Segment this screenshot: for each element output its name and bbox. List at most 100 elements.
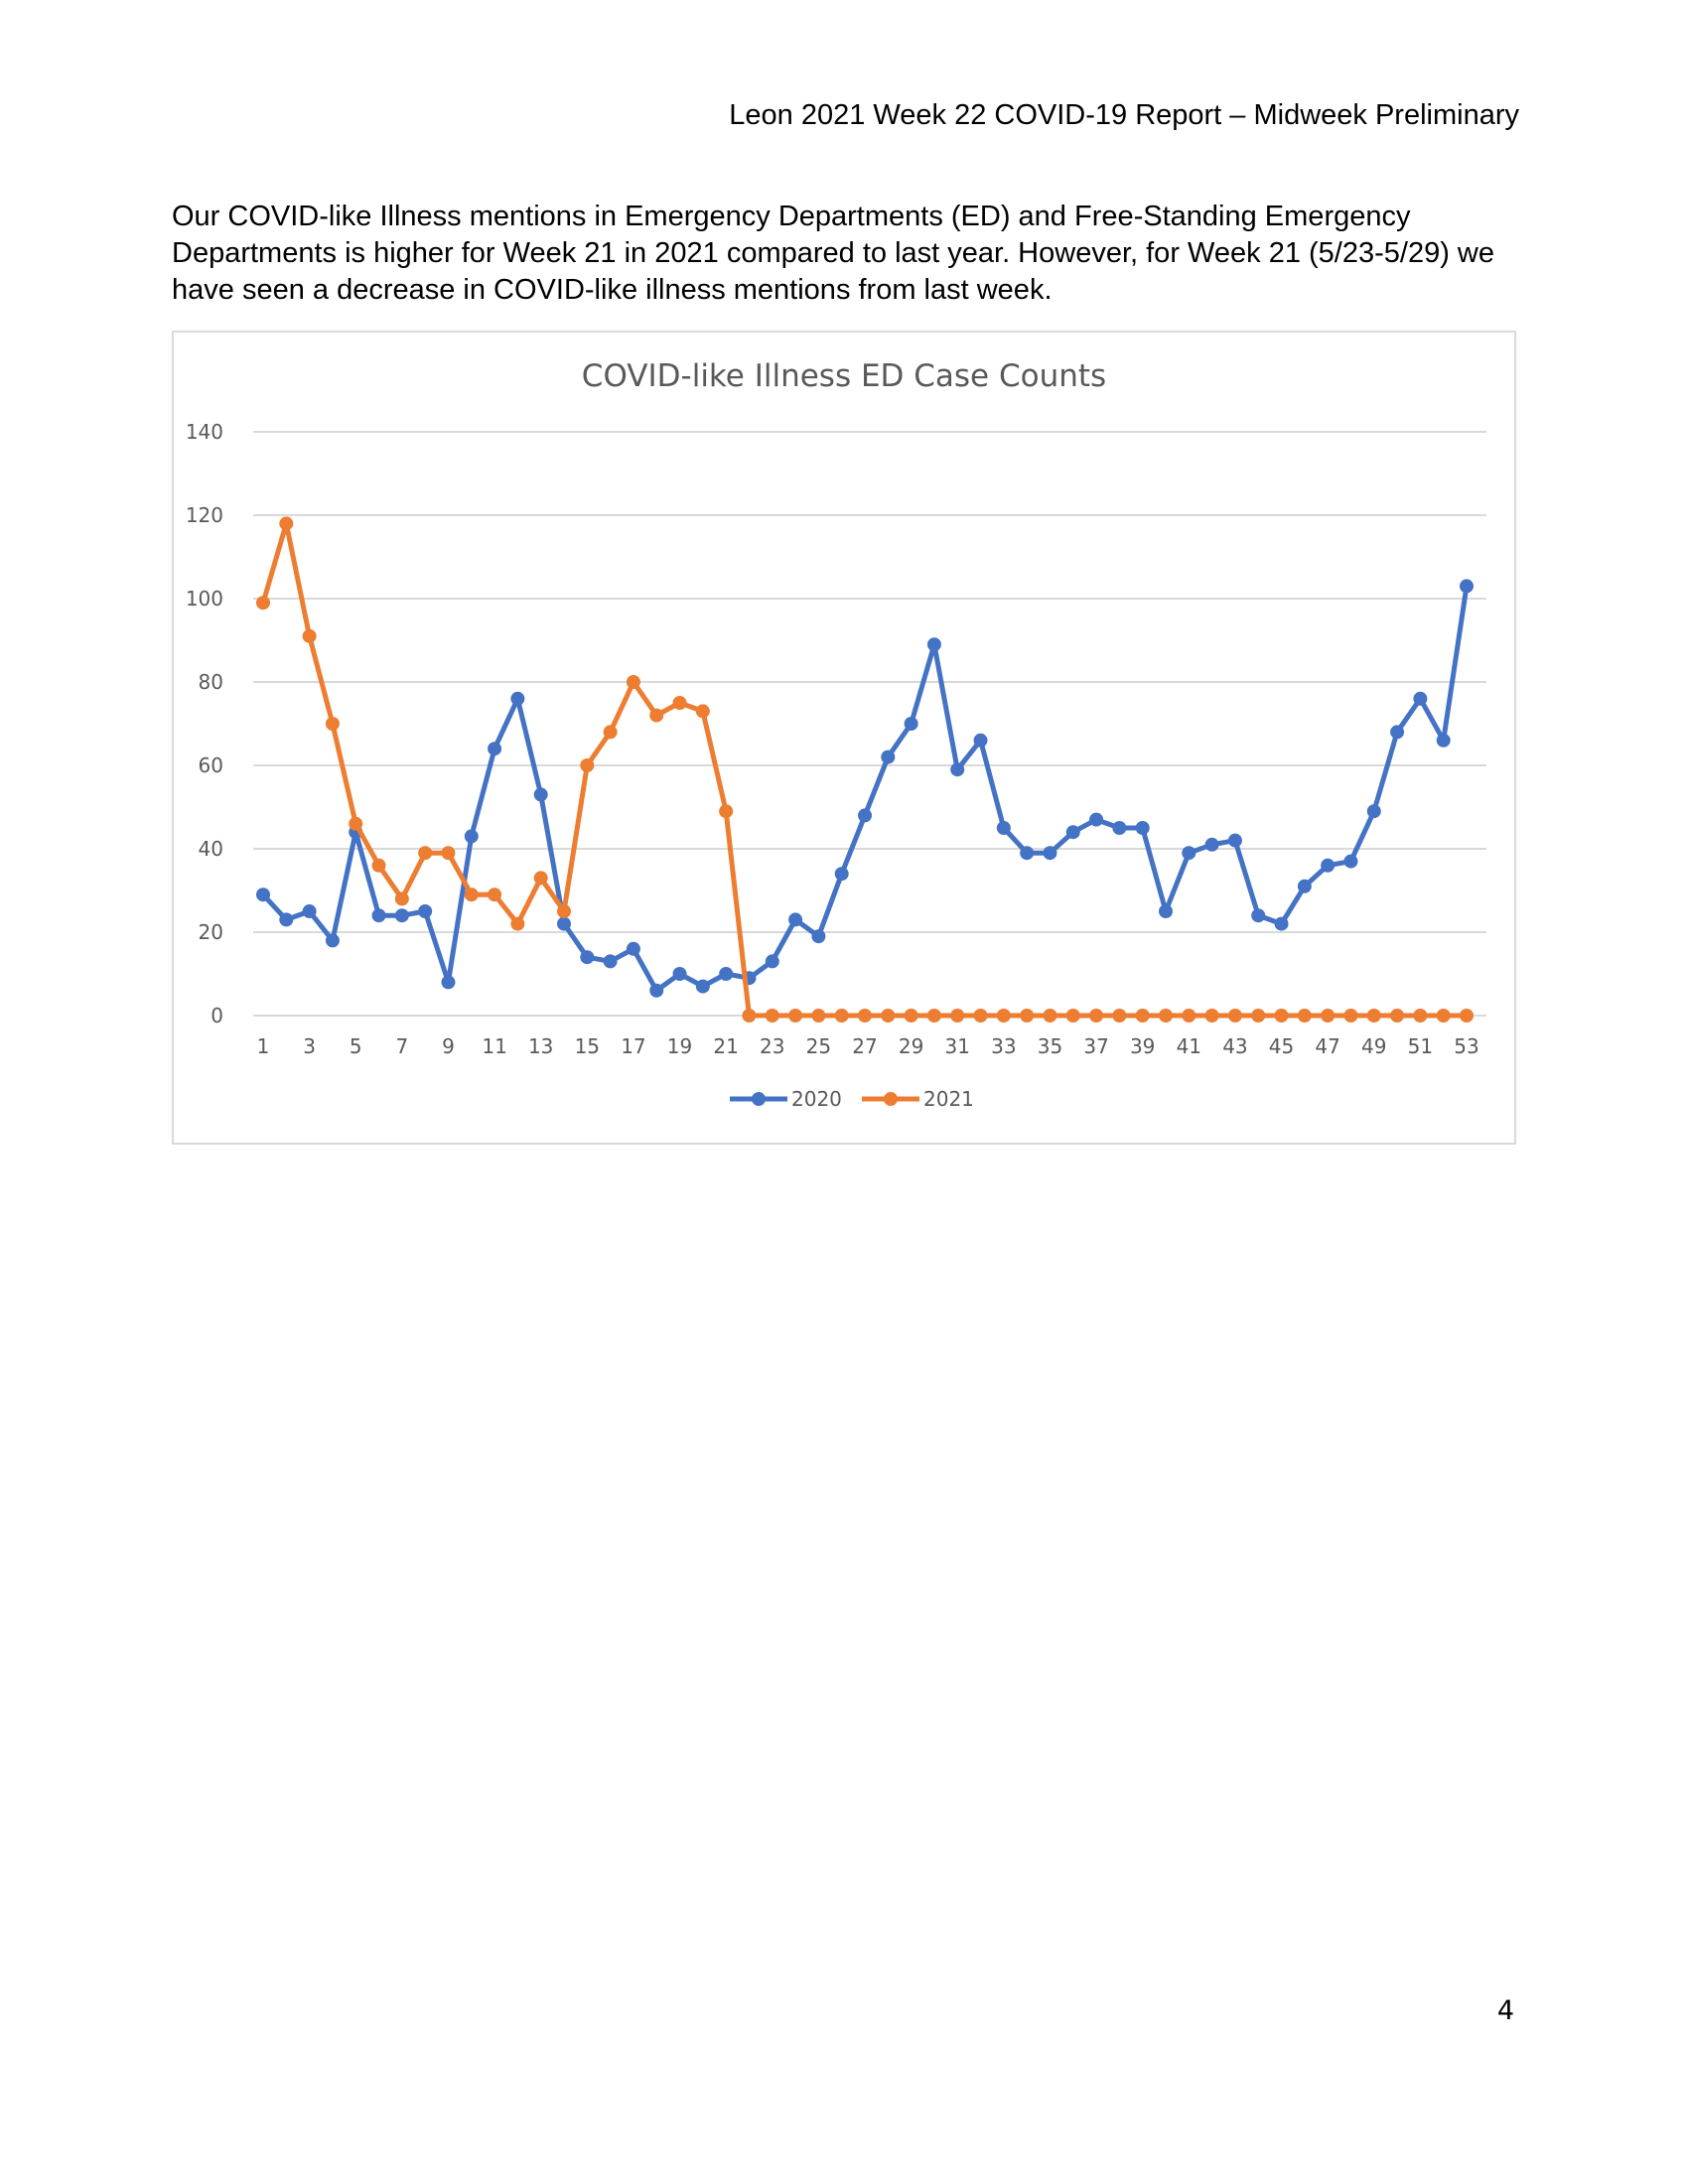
data-point-2021 — [1343, 1009, 1358, 1023]
series-line-2020 — [260, 583, 1470, 994]
data-point-2020 — [1020, 846, 1035, 861]
data-point-2021 — [811, 1009, 826, 1023]
data-point-2020 — [1390, 725, 1405, 740]
data-point-2021 — [394, 891, 409, 906]
data-point-2020 — [996, 821, 1011, 835]
data-point-2020 — [533, 787, 548, 802]
data-point-2021 — [950, 1009, 965, 1023]
data-point-2021 — [1297, 1009, 1312, 1023]
legend-label-2021: 2021 — [923, 1087, 974, 1111]
x-tick-label: 49 — [1361, 1034, 1386, 1058]
data-point-2021 — [256, 596, 270, 611]
line-chart-container: COVID-like Illness ED Case Counts 0 20 40 6… — [172, 331, 1516, 1145]
x-tick-label: 37 — [1083, 1034, 1108, 1058]
data-point-2020 — [1043, 846, 1057, 861]
data-point-2020 — [371, 908, 386, 923]
data-point-2020 — [904, 717, 918, 731]
data-point-2020 — [1065, 825, 1080, 840]
data-point-2020 — [1321, 858, 1336, 873]
data-point-2020 — [488, 742, 502, 756]
x-tick-label: 5 — [350, 1034, 362, 1058]
data-point-2021 — [765, 1009, 779, 1023]
x-tick-label: 33 — [991, 1034, 1016, 1058]
x-tick-label: 21 — [713, 1034, 738, 1058]
x-tick-label: 25 — [806, 1034, 831, 1058]
legend-marker-2021 — [884, 1092, 898, 1106]
data-point-2020 — [672, 967, 687, 981]
data-point-2020 — [788, 912, 803, 927]
data-point-2020 — [510, 691, 525, 706]
data-point-2020 — [1413, 691, 1428, 706]
x-tick-label: 9 — [442, 1034, 455, 1058]
data-point-2021 — [325, 717, 340, 731]
x-tick-label: 15 — [575, 1034, 600, 1058]
data-point-2020 — [1204, 837, 1219, 852]
x-tick-label: 35 — [1038, 1034, 1062, 1058]
x-tick-label: 3 — [303, 1034, 316, 1058]
data-point-2020 — [858, 808, 872, 823]
x-tick-label: 45 — [1269, 1034, 1294, 1058]
data-point-2020 — [719, 967, 734, 981]
data-point-2021 — [1065, 1009, 1080, 1023]
data-point-2021 — [302, 628, 317, 643]
data-point-2020 — [441, 975, 456, 990]
data-point-2021 — [719, 804, 734, 819]
data-point-2020 — [1089, 812, 1104, 827]
data-point-2021 — [1460, 1009, 1474, 1023]
data-point-2020 — [1112, 821, 1127, 835]
data-point-2021 — [881, 1009, 896, 1023]
x-tick-label: 19 — [667, 1034, 692, 1058]
data-point-2021 — [1089, 1009, 1104, 1023]
data-point-2021 — [1321, 1009, 1336, 1023]
x-tick-label: 39 — [1130, 1034, 1155, 1058]
data-point-2021 — [695, 704, 710, 719]
data-point-2021 — [742, 1009, 757, 1023]
data-point-2020 — [557, 916, 571, 931]
data-point-2020 — [1274, 916, 1289, 931]
x-tick-label: 47 — [1315, 1034, 1339, 1058]
data-point-2020 — [418, 904, 433, 918]
data-point-2021 — [1043, 1009, 1057, 1023]
data-point-2020 — [580, 950, 595, 965]
data-point-2020 — [950, 762, 965, 777]
data-point-2021 — [371, 858, 386, 873]
data-point-2021 — [1390, 1009, 1405, 1023]
data-point-2020 — [973, 733, 988, 748]
gridlines — [253, 431, 1486, 1017]
data-point-2020 — [1182, 846, 1196, 861]
data-point-2020 — [279, 912, 294, 927]
data-point-2021 — [1112, 1009, 1127, 1023]
y-tick-label: 120 — [186, 503, 223, 527]
data-point-2021 — [1159, 1009, 1173, 1023]
data-point-2021 — [973, 1009, 988, 1023]
data-point-2021 — [904, 1009, 918, 1023]
data-point-2021 — [533, 871, 548, 886]
y-tick-label: 100 — [186, 587, 223, 611]
data-point-2020 — [626, 941, 640, 956]
data-point-2021 — [488, 887, 502, 902]
chart-title: COVID-like Illness ED Case Counts — [582, 358, 1106, 394]
data-point-2020 — [881, 750, 896, 764]
data-point-2020 — [302, 904, 317, 918]
data-point-2021 — [441, 846, 456, 861]
y-tick-label: 0 — [211, 1004, 223, 1027]
data-point-2020 — [811, 929, 826, 944]
data-point-2021 — [1182, 1009, 1196, 1023]
y-tick-label: 60 — [199, 753, 223, 777]
data-point-2020 — [256, 887, 270, 902]
y-tick-label: 140 — [186, 420, 223, 444]
series-2020 — [256, 579, 1474, 998]
data-point-2021 — [464, 887, 479, 902]
page-number: 4 — [1496, 1995, 1514, 2026]
data-point-2020 — [325, 933, 340, 948]
data-point-2020 — [1159, 904, 1173, 918]
data-point-2020 — [394, 908, 409, 923]
data-point-2021 — [418, 846, 433, 861]
x-tick-label: 7 — [395, 1034, 408, 1058]
data-point-2021 — [580, 758, 595, 772]
x-tick-label: 51 — [1408, 1034, 1433, 1058]
data-point-2020 — [464, 829, 479, 844]
data-point-2020 — [765, 954, 779, 969]
y-tick-label: 20 — [199, 920, 223, 944]
